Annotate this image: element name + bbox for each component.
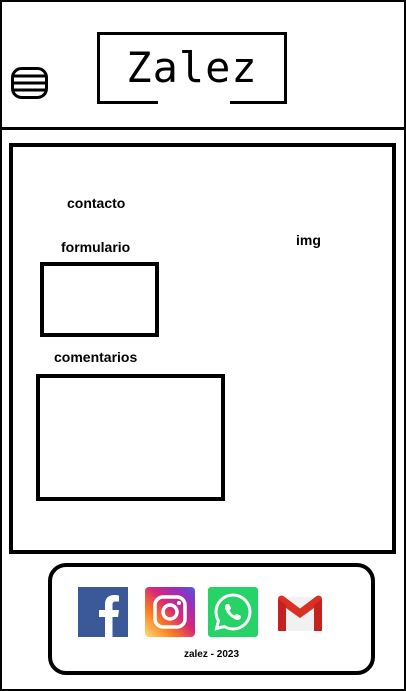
contact-form-box[interactable]: [40, 262, 159, 337]
header-divider: [0, 127, 406, 130]
whatsapp-icon[interactable]: [208, 587, 258, 637]
instagram-icon[interactable]: [145, 587, 195, 637]
formulario-label: formulario: [61, 239, 131, 255]
image-placeholder-label: img: [296, 232, 321, 248]
facebook-icon[interactable]: [78, 587, 128, 637]
contacto-heading: contacto: [67, 195, 126, 211]
brand-logo-text[interactable]: Zalez: [126, 43, 258, 92]
gmail-icon[interactable]: [275, 587, 325, 637]
comments-box[interactable]: [36, 374, 225, 501]
logo-frame-gap: [158, 101, 230, 107]
comentarios-label: comentarios: [54, 349, 138, 365]
main-content-area: [9, 143, 396, 554]
footer-copyright: zalez - 2023: [183, 649, 240, 660]
hamburger-menu-icon[interactable]: [11, 67, 48, 99]
